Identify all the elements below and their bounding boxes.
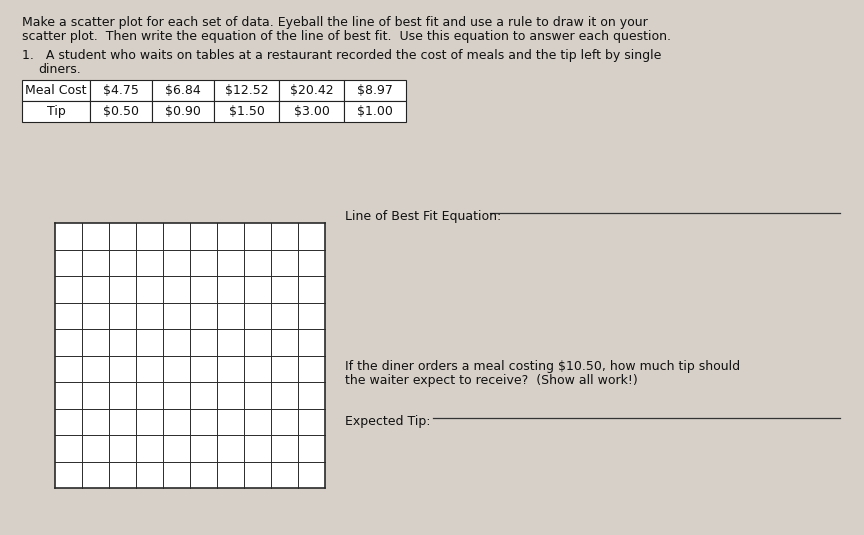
Text: $8.97: $8.97 [357, 84, 393, 97]
Bar [22, 80, 90, 101]
Text: Line of Best Fit Equation:: Line of Best Fit Equation: [345, 210, 501, 223]
Bar [279, 101, 344, 122]
Text: $20.42: $20.42 [289, 84, 334, 97]
Text: $3.00: $3.00 [294, 105, 329, 118]
Text: $6.84: $6.84 [165, 84, 200, 97]
Text: diners.: diners. [38, 63, 80, 76]
Bar [214, 101, 279, 122]
Text: Make a scatter plot for each set of data. Eyeball the line of best fit and use a: Make a scatter plot for each set of data… [22, 16, 648, 29]
Text: $4.75: $4.75 [103, 84, 139, 97]
Text: $1.00: $1.00 [357, 105, 393, 118]
Text: Tip: Tip [47, 105, 66, 118]
Bar [344, 80, 406, 101]
Bar [90, 101, 152, 122]
Bar [55, 223, 325, 488]
Text: $0.90: $0.90 [165, 105, 201, 118]
Text: If the diner orders a meal costing $10.50, how much tip should: If the diner orders a meal costing $10.5… [345, 360, 740, 373]
Bar [279, 80, 344, 101]
Text: 1.   A student who waits on tables at a restaurant recorded the cost of meals an: 1. A student who waits on tables at a re… [22, 49, 661, 62]
Bar [90, 80, 152, 101]
Text: the waiter expect to receive?  (Show all work!): the waiter expect to receive? (Show all … [345, 374, 638, 387]
Text: Expected Tip:: Expected Tip: [345, 415, 430, 428]
Bar [344, 101, 406, 122]
Text: scatter plot.  Then write the equation of the line of best fit.  Use this equati: scatter plot. Then write the equation of… [22, 30, 671, 43]
Bar [152, 101, 214, 122]
Bar [22, 101, 90, 122]
Bar [214, 80, 279, 101]
Text: Meal Cost: Meal Cost [25, 84, 86, 97]
Text: $1.50: $1.50 [229, 105, 264, 118]
Bar [152, 80, 214, 101]
Text: $12.52: $12.52 [225, 84, 269, 97]
Text: $0.50: $0.50 [103, 105, 139, 118]
